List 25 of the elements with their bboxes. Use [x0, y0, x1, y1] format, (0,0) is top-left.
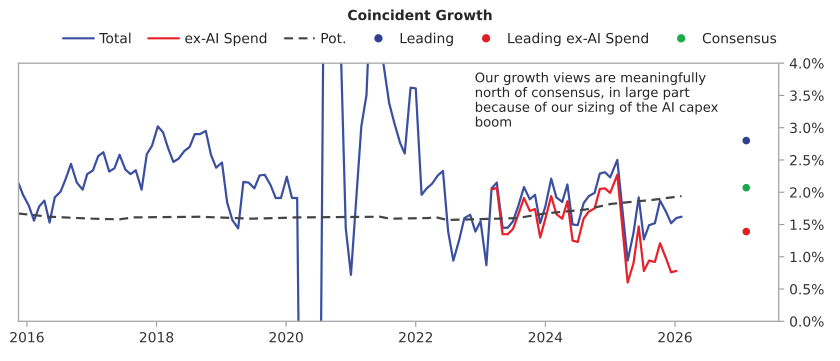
x-tick-label: 2016 [10, 332, 44, 342]
legend-label: Pot. [322, 33, 346, 44]
legend-label: Total [99, 32, 130, 44]
chart-title: Coincident Growth [348, 10, 492, 20]
legend-label: Consensus [702, 32, 776, 44]
y-tick-label: 2.0% [790, 187, 824, 198]
legend-label: Leading ex-AI Spend [508, 32, 648, 46]
y-tick-label: 0.0% [790, 316, 824, 327]
y-tick-label: 3.0% [790, 122, 824, 134]
y-tick-label: 2.5% [790, 154, 824, 166]
x-tick-label: 2022 [399, 332, 432, 342]
x-tick-label: 2020 [269, 332, 303, 342]
legend-label: ex-AI Spend [185, 32, 266, 46]
annotation: Our growth views are meaningfully north of consensus, in large part because of our sizing of the AI capex boom [475, 72, 718, 127]
x-tick-label: 2024 [528, 332, 562, 342]
y-tick-label: 3.5% [790, 90, 824, 101]
line-series [490, 174, 678, 284]
legend-label: Leading [400, 32, 453, 46]
x-tick-label: 2026 [658, 332, 692, 342]
x-tick-label: 2018 [140, 332, 174, 342]
y-tick-label: 1.0% [790, 252, 824, 262]
line-series [18, 194, 683, 222]
y-tick-label: 1.5% [790, 219, 824, 230]
y-tick-label: 4.0% [790, 58, 824, 69]
y-tick-label: 0.5% [790, 284, 824, 294]
